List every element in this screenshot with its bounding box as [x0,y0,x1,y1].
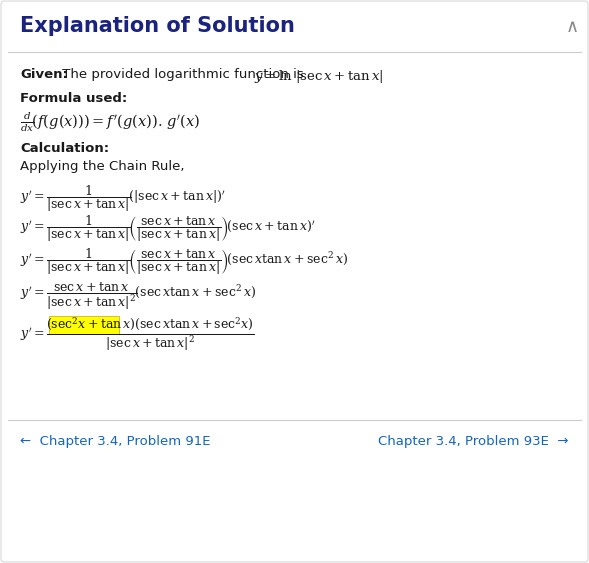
Text: $y' = \dfrac{1}{|\sec x + \tan x|}\!\left(|\sec x + \tan x|\right)'$: $y' = \dfrac{1}{|\sec x + \tan x|}\!\lef… [20,183,226,214]
Text: Explanation of Solution: Explanation of Solution [20,16,295,36]
Text: Chapter 3.4, Problem 93E  →: Chapter 3.4, Problem 93E → [379,435,569,448]
Text: Formula used:: Formula used: [20,92,127,105]
Text: ←  Chapter 3.4, Problem 91E: ← Chapter 3.4, Problem 91E [20,435,210,448]
Text: $\frac{d}{dx}\!\left(f(g(x))\right) = f'(g(x)).\,g'(x)$: $\frac{d}{dx}\!\left(f(g(x))\right) = f'… [20,110,201,134]
FancyBboxPatch shape [49,316,119,334]
Text: Applying the Chain Rule,: Applying the Chain Rule, [20,160,184,173]
Text: $y' = \dfrac{\sec x + \tan x}{|\sec x + \tan x|^2}\!(\sec x\tan x + \sec^2 x)$: $y' = \dfrac{\sec x + \tan x}{|\sec x + … [20,280,256,312]
Text: $y' = \dfrac{1}{|\sec x + \tan x|}\!\left(\dfrac{\sec x + \tan x}{|\sec x + \tan: $y' = \dfrac{1}{|\sec x + \tan x|}\!\lef… [20,213,316,244]
Text: The provided logarithmic function is: The provided logarithmic function is [58,68,308,81]
Text: $y = \ln\,|\sec x + \tan x|$: $y = \ln\,|\sec x + \tan x|$ [254,68,383,85]
Text: Given:: Given: [20,68,68,81]
Text: $y' = \dfrac{(\sec^2\!x + \tan x)(\sec x\tan x + \sec^2\!x)}{|\sec x + \tan x|^2: $y' = \dfrac{(\sec^2\!x + \tan x)(\sec x… [20,315,255,352]
Text: $y' = \dfrac{1}{|\sec x + \tan x|}\!\left(\dfrac{\sec x + \tan x}{|\sec x + \tan: $y' = \dfrac{1}{|\sec x + \tan x|}\!\lef… [20,246,348,277]
Text: Calculation:: Calculation: [20,142,109,155]
Text: ∧: ∧ [566,18,579,36]
